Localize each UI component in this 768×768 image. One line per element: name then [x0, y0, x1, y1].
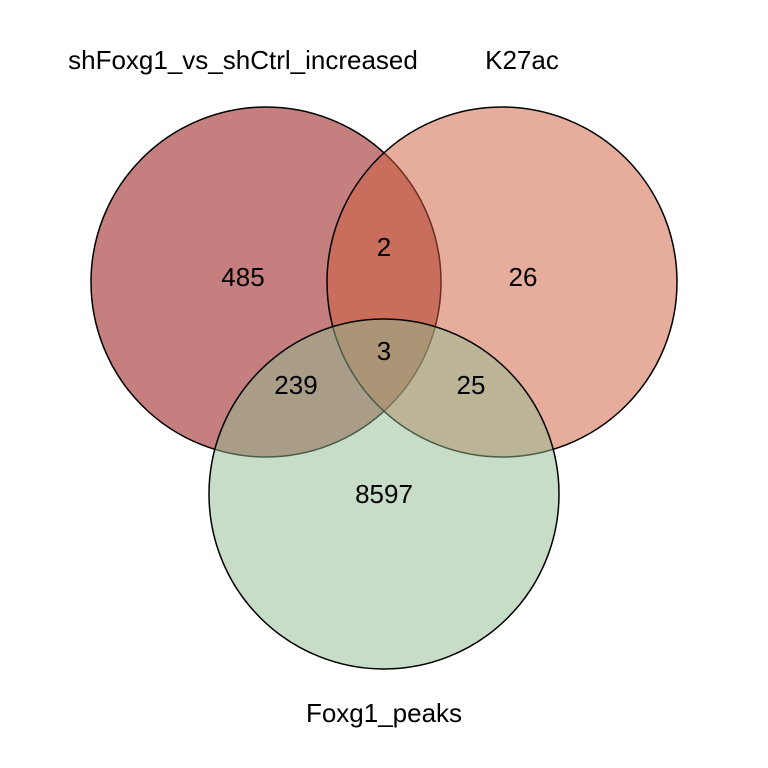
set-label-foxg1-peaks: Foxg1_peaks [306, 698, 462, 728]
count-shfoxg1-k27ac: 2 [377, 232, 391, 262]
set-label-k27ac: K27ac [485, 45, 559, 75]
set-circle-foxg1-peaks [208, 318, 560, 670]
set-label-shfoxg1: shFoxg1_vs_shCtrl_increased [68, 45, 418, 75]
count-only-foxg1-peaks: 8597 [355, 479, 413, 509]
count-only-shfoxg1: 485 [221, 262, 264, 292]
count-only-k27ac: 26 [509, 262, 538, 292]
count-k27ac-foxg1-peaks: 25 [457, 370, 486, 400]
count-all-three: 3 [377, 336, 391, 366]
count-shfoxg1-foxg1-peaks: 239 [274, 370, 317, 400]
